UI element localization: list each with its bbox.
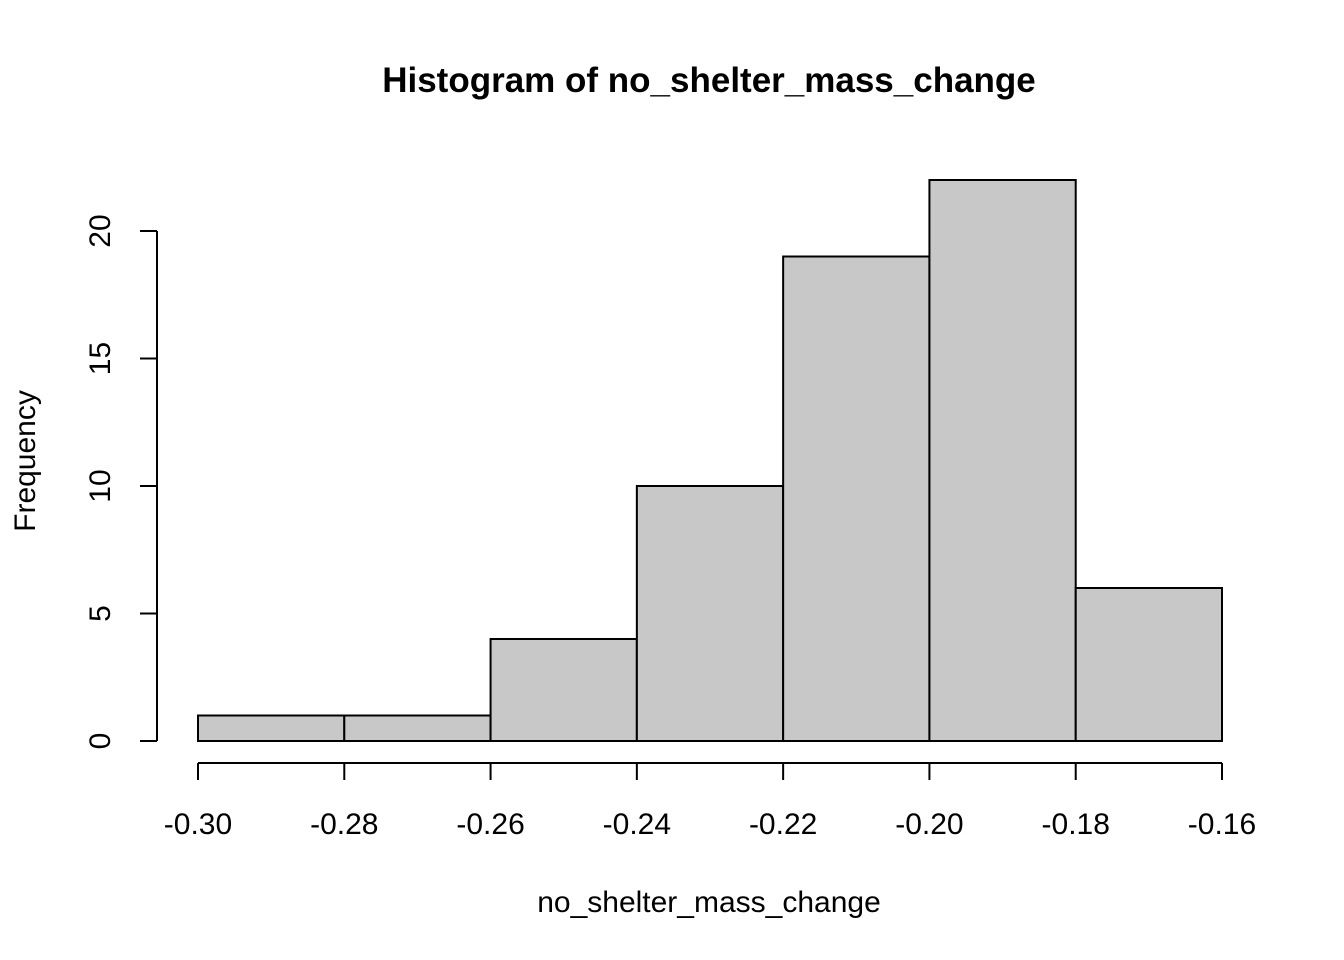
x-tick-label: -0.16 bbox=[1188, 808, 1256, 841]
x-tick-label: -0.24 bbox=[603, 808, 671, 841]
x-tick-label: -0.30 bbox=[164, 808, 232, 841]
y-axis-label: Frequency bbox=[9, 390, 42, 532]
histogram-bar-4 bbox=[635, 485, 785, 742]
histogram-bar-6 bbox=[928, 179, 1077, 742]
bars-group bbox=[197, 179, 1223, 742]
x-tick-label: -0.28 bbox=[310, 808, 378, 841]
y-tick-label: 10 bbox=[84, 469, 117, 502]
histogram-bar-5 bbox=[782, 255, 931, 742]
x-axis: -0.30 -0.28 -0.26 -0.24 -0.22 -0.20 -0.18 -0.16 bbox=[164, 762, 1256, 841]
histogram-bar-7 bbox=[1074, 587, 1223, 742]
x-axis-label: no_shelter_mass_change bbox=[537, 886, 881, 919]
histogram-bar-1 bbox=[197, 714, 346, 742]
y-tick-label: 5 bbox=[84, 605, 117, 622]
histogram-bar-3 bbox=[489, 638, 638, 742]
histogram-bar-2 bbox=[343, 714, 492, 742]
y-tick-label: 0 bbox=[84, 733, 117, 750]
x-tick-label: -0.20 bbox=[895, 808, 963, 841]
x-tick-label: -0.22 bbox=[749, 808, 817, 841]
x-tick-label: -0.18 bbox=[1042, 808, 1110, 841]
y-tick-label: 15 bbox=[84, 342, 117, 375]
y-tick-label: 20 bbox=[84, 214, 117, 247]
x-tick-label: -0.26 bbox=[456, 808, 524, 841]
chart-title: Histogram of no_shelter_mass_change bbox=[382, 61, 1036, 100]
y-axis: 0 5 10 15 20 bbox=[84, 214, 158, 750]
